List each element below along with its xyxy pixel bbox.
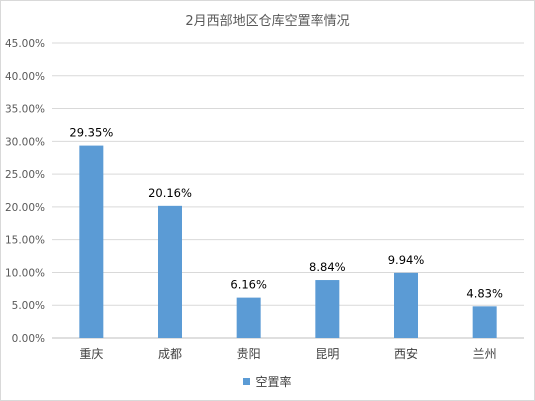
y-tick-label: 20.00% bbox=[5, 202, 45, 214]
bar bbox=[79, 145, 104, 338]
x-tick-label: 贵阳 bbox=[237, 347, 261, 361]
y-tick-label: 25.00% bbox=[5, 169, 45, 181]
chart-title: 2月西部地区仓库空置率情况 bbox=[185, 14, 350, 29]
y-tick-label: 5.00% bbox=[12, 300, 45, 312]
bar bbox=[472, 306, 497, 338]
bar bbox=[394, 272, 418, 338]
data-label: 20.16% bbox=[148, 186, 192, 200]
y-tick-label: 10.00% bbox=[5, 267, 45, 279]
legend-label: 空置率 bbox=[255, 375, 292, 389]
x-tick-label: 成都 bbox=[158, 347, 182, 361]
y-tick-label: 45.00% bbox=[5, 38, 45, 50]
bar bbox=[315, 280, 340, 338]
data-label: 4.83% bbox=[466, 286, 503, 300]
y-tick-label: 15.00% bbox=[5, 235, 45, 247]
data-label: 8.84% bbox=[309, 260, 346, 274]
bar bbox=[158, 205, 182, 338]
data-label: 29.35% bbox=[69, 126, 113, 140]
legend-swatch bbox=[243, 378, 251, 385]
data-label: 9.94% bbox=[388, 253, 425, 267]
y-tick-label: 40.00% bbox=[5, 71, 45, 83]
data-label: 6.16% bbox=[230, 278, 267, 292]
y-tick-label: 0.00% bbox=[12, 333, 45, 345]
x-tick-label: 兰州 bbox=[473, 347, 497, 361]
chart-legend: 空置率 bbox=[0, 373, 535, 390]
bar bbox=[236, 297, 261, 338]
y-tick-label: 35.00% bbox=[5, 104, 45, 116]
x-tick-label: 西安 bbox=[394, 346, 418, 361]
x-tick-label: 昆明 bbox=[315, 347, 339, 361]
y-tick-label: 30.00% bbox=[5, 136, 45, 148]
x-tick-label: 重庆 bbox=[79, 347, 103, 361]
